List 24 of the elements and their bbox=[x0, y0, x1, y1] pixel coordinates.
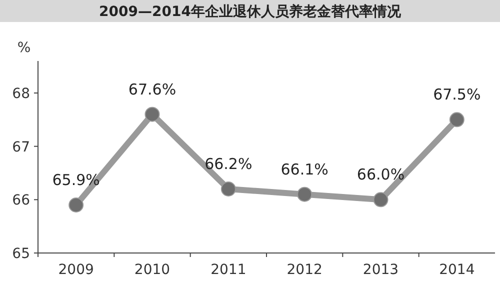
x-tick-label: 2012 bbox=[286, 262, 322, 278]
data-label: 66.2% bbox=[204, 155, 252, 173]
y-tick-label: 66 bbox=[12, 192, 30, 209]
chart-title: 2009—2014年企业退休人员养老金替代率情况 bbox=[99, 3, 402, 20]
data-label: 67.6% bbox=[128, 80, 176, 98]
data-label: 65.9% bbox=[52, 171, 100, 189]
x-tick-label: 2011 bbox=[210, 262, 246, 278]
x-tick-label: 2013 bbox=[362, 262, 399, 278]
point bbox=[449, 112, 464, 128]
data-label: 66.0% bbox=[356, 166, 405, 184]
point bbox=[144, 106, 160, 122]
y-tick-label: 68 bbox=[12, 86, 30, 102]
x-tick-label: 2010 bbox=[134, 262, 170, 278]
data-label: 67.5% bbox=[433, 86, 481, 104]
y-axis-title: % bbox=[17, 40, 31, 56]
data-label: 66.1% bbox=[280, 160, 328, 178]
x-tick-label: 2009 bbox=[58, 262, 94, 278]
x-tick-label: 2014 bbox=[439, 262, 475, 278]
point bbox=[68, 198, 84, 212]
point bbox=[220, 182, 236, 196]
y-tick-label: 65 bbox=[12, 246, 30, 262]
point bbox=[373, 192, 388, 208]
point bbox=[297, 186, 312, 202]
y-tick-label: 67 bbox=[12, 139, 30, 156]
